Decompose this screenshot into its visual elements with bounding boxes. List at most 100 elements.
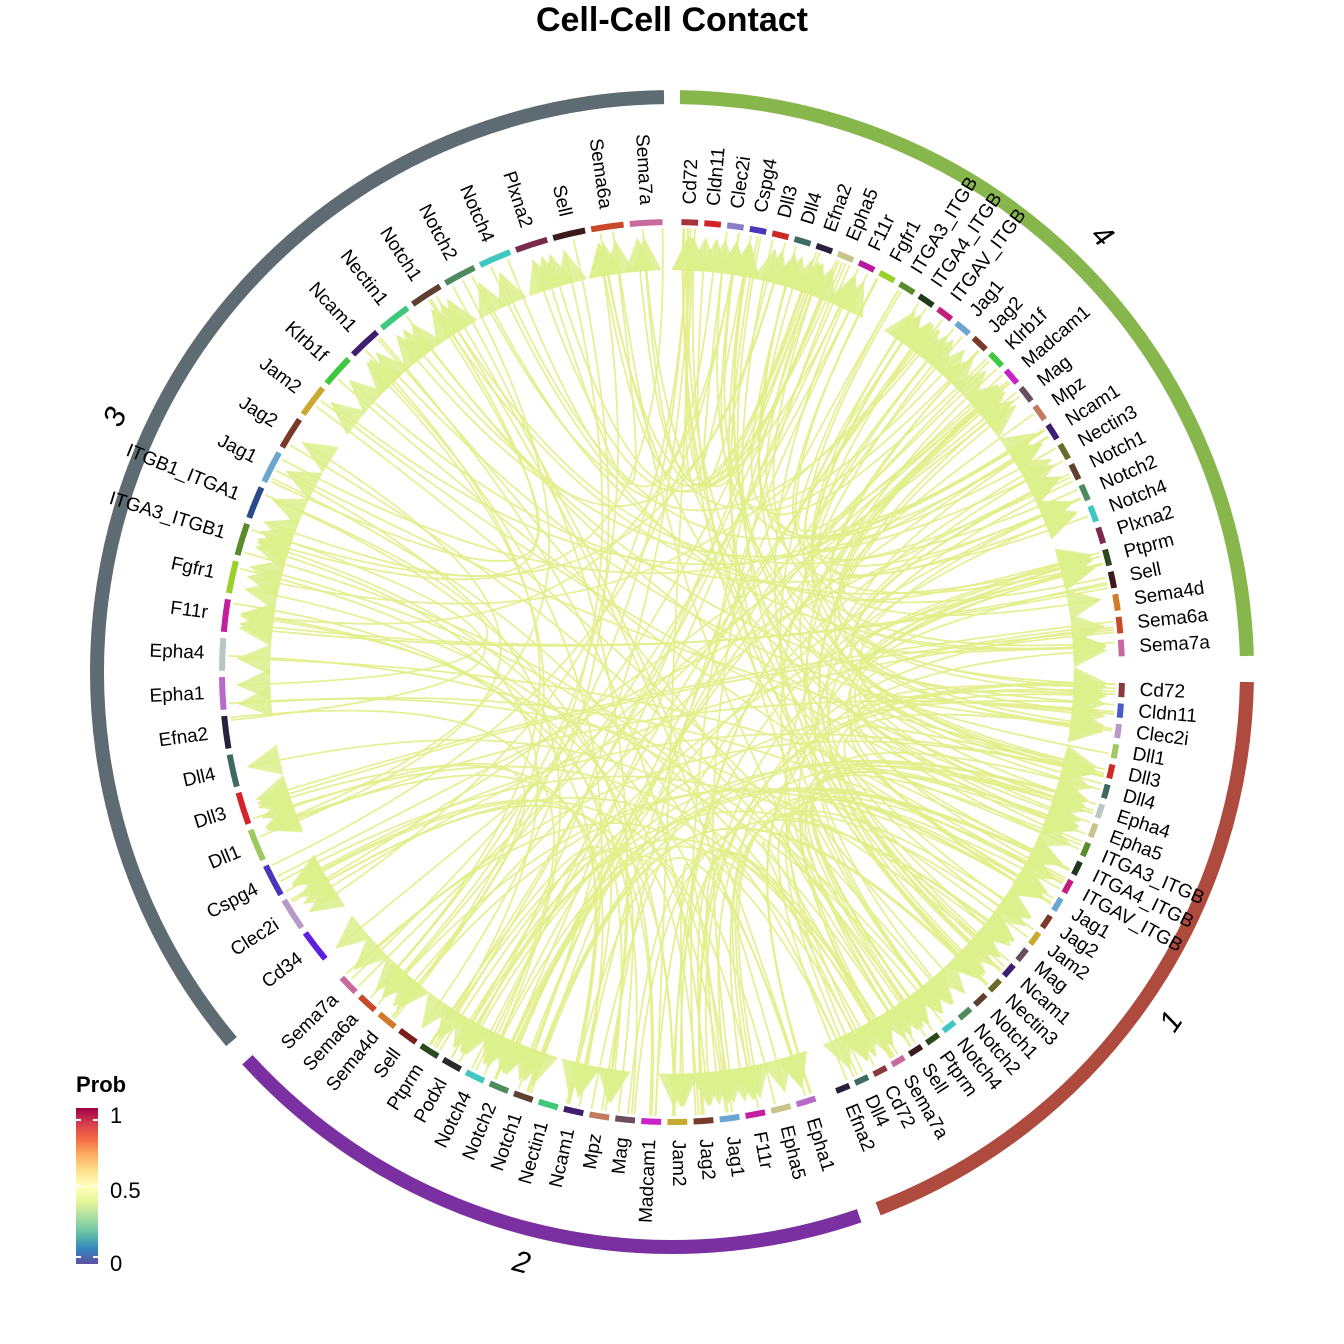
chord-arrowhead bbox=[1055, 764, 1093, 795]
chord-arrowhead bbox=[1056, 553, 1094, 584]
gene-arc-notch4 bbox=[464, 1069, 486, 1084]
gene-arc-dll3 bbox=[771, 230, 790, 241]
chord-link bbox=[720, 242, 979, 511]
gene-label-f11r: F11r bbox=[749, 1130, 777, 1172]
chord-link bbox=[723, 232, 1042, 540]
gene-arc-f11r bbox=[220, 598, 231, 633]
gene-arc-efna2 bbox=[221, 715, 232, 750]
chord-link bbox=[818, 405, 1016, 972]
chord-link bbox=[241, 612, 638, 1115]
gene-arc-sell bbox=[1107, 571, 1118, 589]
chord-link bbox=[530, 827, 982, 1094]
gene-label-jag1: Jag1 bbox=[722, 1135, 748, 1179]
chord-link bbox=[233, 602, 597, 1094]
chord-link bbox=[453, 699, 1115, 1048]
chord-link bbox=[300, 796, 894, 1058]
group-arc-4 bbox=[679, 90, 1254, 657]
chord-link bbox=[451, 285, 628, 1102]
gene-arc-sema6a bbox=[1115, 616, 1124, 634]
gene-arc-mag bbox=[1015, 947, 1029, 963]
gene-arc-notch1 bbox=[512, 1090, 534, 1103]
gene-label-epha5: Epha5 bbox=[776, 1123, 810, 1181]
chord-arrowhead bbox=[348, 379, 385, 414]
gene-arc-notch2 bbox=[1078, 483, 1091, 502]
chord-arrowhead bbox=[989, 893, 1026, 927]
chord-link bbox=[239, 696, 1063, 885]
chord-arrowhead bbox=[570, 1060, 601, 1098]
gene-label-notch4: Notch4 bbox=[455, 182, 498, 246]
chord-link bbox=[833, 390, 1091, 824]
chord-arrowhead bbox=[392, 970, 427, 1007]
gene-label-sell: Sell bbox=[1128, 559, 1163, 586]
gene-arc-jag2 bbox=[279, 417, 302, 449]
chord-arrowhead bbox=[244, 580, 281, 611]
gene-label-klrb1f: Klrb1f bbox=[281, 318, 332, 367]
chord-link bbox=[799, 752, 1091, 1059]
chord-arrowhead bbox=[298, 866, 337, 898]
chord-arrowhead bbox=[1065, 589, 1102, 621]
chord-arrowhead bbox=[255, 775, 293, 805]
gene-arc-itga4_itgb bbox=[917, 293, 935, 308]
gene-arc-itgav_itgb bbox=[936, 306, 954, 322]
chord-link bbox=[285, 800, 755, 1099]
gene-arc-efna2 bbox=[815, 242, 834, 255]
legend-label-0: 0 bbox=[110, 1251, 123, 1276]
chord-link bbox=[240, 583, 1108, 647]
chord-link bbox=[250, 565, 892, 1059]
gene-arc-plxna2 bbox=[514, 236, 549, 253]
chord-link bbox=[258, 228, 664, 581]
chord-arrowhead bbox=[505, 1037, 534, 1076]
gene-label-cd34: Cd34 bbox=[258, 948, 307, 993]
chord-link bbox=[766, 681, 1106, 1094]
gene-arc-jag2 bbox=[693, 1117, 714, 1125]
chord-link bbox=[541, 231, 637, 486]
gene-label-clec2i: Clec2i bbox=[227, 915, 283, 961]
chord-arrowhead bbox=[375, 352, 411, 388]
chord-arrowhead bbox=[958, 931, 994, 967]
gene-arc-itgav_itgb bbox=[1061, 878, 1074, 895]
gene-arc-epha4 bbox=[219, 637, 227, 671]
chord-link bbox=[238, 493, 489, 686]
gene-label-sema6a: Sema6a bbox=[585, 137, 616, 210]
group-label-3: 3 bbox=[97, 402, 134, 431]
gene-label-mag: Mag bbox=[609, 1136, 634, 1175]
gene-arc-notch2 bbox=[443, 265, 476, 286]
group-arc-2 bbox=[242, 1054, 862, 1254]
gene-arc-itga3_itgb bbox=[1079, 841, 1092, 858]
chord-link bbox=[289, 444, 923, 1028]
gene-arc-cd34 bbox=[302, 931, 328, 961]
gene-label-mpz: Mpz bbox=[580, 1132, 607, 1171]
chord-link bbox=[684, 228, 750, 482]
chord-arrowhead bbox=[246, 744, 284, 775]
chord-link bbox=[838, 382, 1106, 651]
gene-arc-nectin1 bbox=[379, 305, 410, 331]
chord-link bbox=[830, 374, 1072, 578]
gene-arc-ptprm bbox=[925, 1032, 941, 1046]
gene-arc-epha1 bbox=[219, 677, 227, 711]
chord-link bbox=[697, 567, 1094, 1116]
chord-arrowhead bbox=[1007, 867, 1045, 899]
chord-link bbox=[403, 330, 1064, 558]
chord-link bbox=[369, 244, 619, 999]
gene-arc-cd72 bbox=[872, 1065, 888, 1077]
chord-link bbox=[728, 244, 988, 987]
chord-link bbox=[532, 260, 844, 493]
chord-arrowhead bbox=[945, 944, 981, 980]
chord-link bbox=[277, 476, 1061, 877]
chord-link bbox=[256, 620, 1114, 801]
gene-arc-notch1 bbox=[1068, 463, 1082, 481]
chord-link bbox=[614, 241, 917, 1044]
chord-link bbox=[813, 480, 1074, 1013]
chord-link bbox=[393, 435, 1049, 1006]
gene-arc-ptprm bbox=[1102, 548, 1113, 567]
chord-arrowhead bbox=[353, 935, 390, 970]
chord-link bbox=[799, 322, 1006, 967]
chord-link bbox=[750, 255, 988, 516]
chord-link bbox=[345, 822, 851, 1069]
gene-arc-mag bbox=[614, 1115, 636, 1124]
gene-arc-sell bbox=[907, 1044, 924, 1057]
chord-link bbox=[286, 470, 1106, 771]
chord-arrowhead bbox=[761, 1055, 792, 1093]
chord-link bbox=[379, 337, 709, 1105]
gene-label-jag2: Jag2 bbox=[695, 1138, 719, 1181]
